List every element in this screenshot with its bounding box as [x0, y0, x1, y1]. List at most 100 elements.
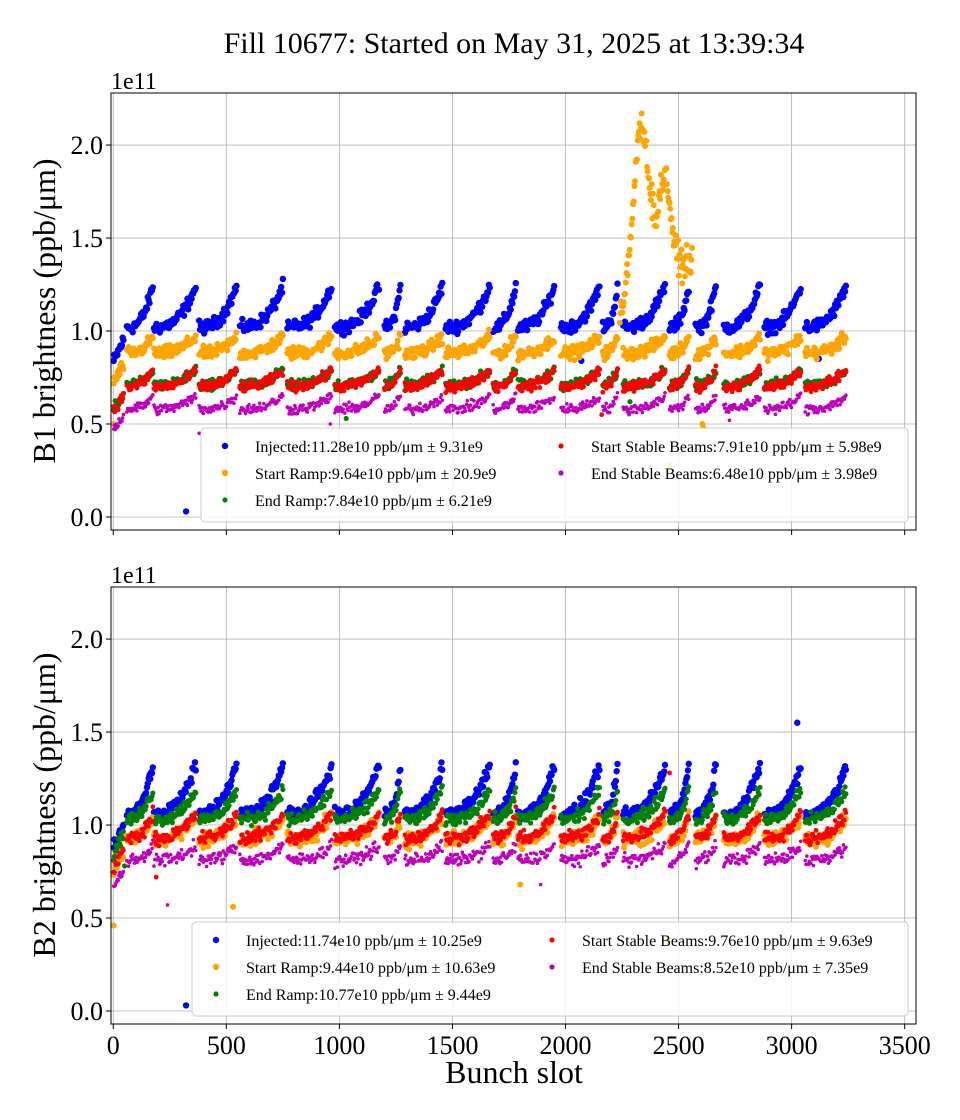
b2-point: [397, 766, 404, 774]
b1-point: [842, 282, 850, 289]
b1-spike-point: [668, 214, 675, 221]
b1-point: [142, 381, 148, 387]
b1-point: [842, 335, 849, 342]
b1-point: [418, 401, 422, 406]
panel-b1: 0.00.51.01.52.0 1e11 B1 brightness (ppb/…: [26, 69, 917, 535]
b2-outlier-point: [182, 1002, 190, 1009]
b1-point: [679, 349, 686, 356]
b1-spike-point: [681, 273, 688, 280]
b2-point: [613, 768, 620, 775]
b1-point: [609, 383, 614, 389]
b1-point: [329, 367, 334, 373]
b1-point: [529, 388, 534, 394]
b1-point: [797, 337, 804, 344]
b1-point: [594, 292, 601, 299]
b2-point: [326, 775, 334, 782]
b1-point: [439, 363, 445, 369]
b2-point: [484, 774, 491, 781]
b1-point: [120, 336, 127, 344]
b1-spike-point: [648, 181, 655, 188]
b1-spike-point: [645, 175, 652, 182]
b1-point: [234, 393, 239, 397]
b1-point: [519, 388, 525, 394]
b1-point: [609, 310, 617, 317]
b1-point: [182, 377, 188, 383]
b1-point: [596, 333, 603, 340]
b1-point: [114, 351, 121, 359]
b1-spike-point: [624, 272, 631, 279]
b2-point: [375, 764, 383, 771]
b1-point: [129, 329, 136, 336]
b2-point: [192, 767, 199, 774]
b1-point: [456, 410, 460, 415]
b2-point: [546, 778, 554, 785]
b2-point: [475, 791, 483, 798]
b1-point: [710, 377, 715, 383]
b1-point: [345, 328, 353, 336]
b1-point: [631, 389, 637, 394]
b1-point: [247, 403, 251, 407]
b1-point: [491, 402, 495, 407]
b2-outlier-point: [794, 719, 801, 726]
b1-point: [116, 371, 123, 378]
b1-point: [432, 404, 436, 409]
b1-legend-entry: Start Stable Beams:7.91e10 ppb/μm ± 5.98…: [591, 439, 882, 456]
b1-spike-point: [663, 181, 670, 188]
b1-y-tick-label: 0.5: [71, 410, 104, 439]
b1-point: [512, 397, 516, 402]
b1-spike-point: [664, 188, 671, 195]
b1-point: [375, 286, 383, 293]
b1-point: [180, 312, 188, 319]
b1-point: [513, 391, 518, 395]
b1-point: [477, 309, 484, 316]
b1-point: [789, 381, 794, 386]
b1-point: [228, 300, 235, 307]
b1-point: [394, 337, 401, 344]
b1-spike-point: [663, 165, 670, 172]
b1-point: [251, 409, 255, 414]
b1-point: [764, 358, 771, 365]
b1-point: [712, 283, 720, 290]
b1-point: [355, 403, 360, 408]
b1-point: [220, 318, 227, 325]
b1-spike-point: [634, 156, 641, 163]
b1-point: [604, 401, 609, 406]
b2-point: [486, 761, 493, 768]
b1-point: [654, 302, 661, 310]
b1-point: [841, 288, 849, 295]
b1-point: [597, 367, 602, 373]
b1-outlier-point: [197, 431, 201, 436]
b2-point: [142, 789, 150, 797]
b1-point: [614, 335, 621, 342]
b1-outlier-point: [727, 418, 732, 423]
b1-point: [612, 402, 616, 406]
b1-outlier-point: [182, 508, 190, 515]
b1-point: [524, 326, 531, 334]
b1-point: [683, 297, 690, 304]
b2-point: [684, 767, 692, 774]
b1-point: [146, 401, 151, 405]
b1-y-tick-label: 1.5: [71, 224, 104, 253]
b1-point: [439, 392, 444, 397]
b1-point: [755, 371, 761, 377]
b1-point: [816, 409, 821, 413]
b1-point: [546, 375, 552, 380]
b1-point: [836, 378, 842, 384]
b1-spike-point: [620, 299, 627, 306]
b1-point: [512, 279, 519, 287]
b1-offset-label: 1e11: [111, 69, 157, 95]
b1-point: [676, 408, 681, 413]
b1-point: [395, 294, 402, 302]
b1-spike-point: [638, 110, 645, 117]
b2-point: [594, 774, 601, 781]
b2-point: [842, 766, 850, 773]
b1-spike-point: [655, 208, 662, 215]
b2-point: [756, 759, 764, 767]
b1-legend-marker: [222, 497, 228, 503]
b1-point: [121, 391, 126, 397]
b1-point: [835, 302, 842, 309]
b1-spike-point: [626, 252, 633, 259]
b1-point: [513, 371, 519, 376]
b1-point: [232, 336, 239, 343]
b1-point: [472, 399, 476, 403]
